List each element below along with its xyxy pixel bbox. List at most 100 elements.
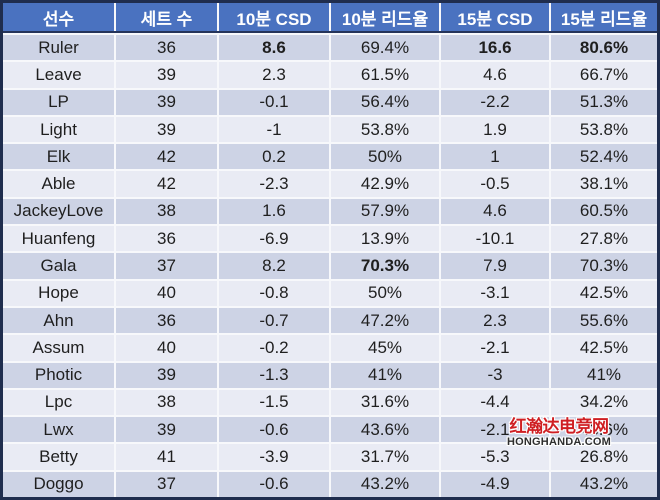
stat-cell: 4.6 (441, 62, 549, 88)
player-name-cell: Elk (3, 144, 114, 170)
player-name-cell: Assum (3, 335, 114, 361)
stat-cell: 39 (116, 362, 217, 388)
stat-cell: -1.3 (219, 362, 329, 388)
stat-cell: -0.1 (219, 89, 329, 115)
stat-cell: -3.1 (441, 280, 549, 306)
player-name-cell: Ruler (3, 35, 114, 61)
stat-cell: 42.9% (331, 171, 439, 197)
stat-cell: 40 (116, 280, 217, 306)
stat-cell: 38 (116, 198, 217, 225)
stat-cell: 41% (551, 362, 657, 388)
stat-cell: -0.5 (441, 171, 549, 197)
player-name-cell: Lpc (3, 389, 114, 416)
stat-cell: 42.5% (551, 335, 657, 361)
stat-cell: -2.1 (441, 335, 549, 361)
stat-cell: 42 (116, 171, 217, 197)
stat-cell: 39 (116, 62, 217, 88)
stat-cell: 41 (116, 444, 217, 470)
stat-cell: -0.8 (219, 280, 329, 306)
stat-cell: 42 (116, 144, 217, 170)
stat-cell: 1 (441, 144, 549, 170)
stat-cell: 26.8% (551, 444, 657, 470)
stat-cell: -4.4 (441, 389, 549, 416)
player-name-cell: Photic (3, 362, 114, 388)
column-header: 선수 (3, 3, 114, 31)
player-name-cell: Ahn (3, 307, 114, 334)
stat-cell: 60.5% (551, 198, 657, 225)
player-name-cell: Hope (3, 280, 114, 306)
player-name-cell: Leave (3, 62, 114, 88)
stat-cell: 43.2% (331, 471, 439, 497)
stat-cell: 38 (116, 389, 217, 416)
player-name-cell: JackeyLove (3, 198, 114, 225)
table-body: Ruler 36 8.6 69.4% 16.6 80.6% Leave 39 2.3 61.5% 4… (3, 33, 657, 497)
column-header: 10분 리드율 (331, 3, 439, 31)
column-header: 세트 수 (116, 3, 217, 31)
stat-cell: -5.3 (441, 444, 549, 470)
player-name-cell: Able (3, 171, 114, 197)
player-name-cell: Lwx (3, 417, 114, 443)
stat-cell: -0.2 (219, 335, 329, 361)
stat-cell: 43.6% (551, 417, 657, 443)
stat-cell: 16.6 (441, 35, 549, 61)
stat-cell: -3.9 (219, 444, 329, 470)
stat-cell: 36 (116, 226, 217, 252)
stat-cell: 36 (116, 307, 217, 334)
stat-cell: -2.3 (219, 171, 329, 197)
stat-cell: 34.2% (551, 389, 657, 416)
stat-cell: 38.1% (551, 171, 657, 197)
stat-cell: 69.4% (331, 35, 439, 61)
stat-cell: 52.4% (551, 144, 657, 170)
player-name-cell: Light (3, 116, 114, 143)
stat-cell: 47.2% (331, 307, 439, 334)
stat-cell: -3 (441, 362, 549, 388)
column-header: 15분 리드율 (551, 3, 657, 31)
stat-cell: -4.9 (441, 471, 549, 497)
stat-cell: 4.6 (441, 198, 549, 225)
stat-cell: 50% (331, 144, 439, 170)
stat-cell: 66.7% (551, 62, 657, 88)
stat-cell: 13.9% (331, 226, 439, 252)
stat-cell: -2.1 (441, 417, 549, 443)
stat-cell: 70.3% (551, 253, 657, 279)
stat-cell: -0.7 (219, 307, 329, 334)
stat-cell: 37 (116, 253, 217, 279)
stat-cell: 41% (331, 362, 439, 388)
stat-cell: 70.3% (331, 253, 439, 279)
stat-cell: 61.5% (331, 62, 439, 88)
stat-cell: 40 (116, 335, 217, 361)
stat-cell: -10.1 (441, 226, 549, 252)
column-header: 10분 CSD (219, 3, 329, 31)
stat-cell: 80.6% (551, 35, 657, 61)
stat-cell: 45% (331, 335, 439, 361)
stat-cell: 37 (116, 471, 217, 497)
stat-cell: 39 (116, 417, 217, 443)
stat-cell: 27.8% (551, 226, 657, 252)
stat-cell: 8.6 (219, 35, 329, 61)
stat-cell: -1.5 (219, 389, 329, 416)
stat-cell: 2.3 (219, 62, 329, 88)
player-name-cell: Doggo (3, 471, 114, 497)
stat-cell: 1.6 (219, 198, 329, 225)
stat-cell: 39 (116, 116, 217, 143)
stat-cell: -0.6 (219, 471, 329, 497)
stat-cell: 53.8% (331, 116, 439, 143)
player-name-cell: Huanfeng (3, 226, 114, 252)
stat-cell: 55.6% (551, 307, 657, 334)
stat-cell: 7.9 (441, 253, 549, 279)
stat-cell: 57.9% (331, 198, 439, 225)
stat-cell: -2.2 (441, 89, 549, 115)
stat-cell: -0.6 (219, 417, 329, 443)
stat-cell: 2.3 (441, 307, 549, 334)
stat-cell: -6.9 (219, 226, 329, 252)
stat-cell: 36 (116, 35, 217, 61)
stat-cell: -1 (219, 116, 329, 143)
stat-cell: 43.6% (331, 417, 439, 443)
stat-cell: 56.4% (331, 89, 439, 115)
player-name-cell: LP (3, 89, 114, 115)
stat-cell: 51.3% (551, 89, 657, 115)
player-name-cell: Gala (3, 253, 114, 279)
table-header-row: 선수 세트 수 10분 CSD 10분 리드율 15분 CSD 15분 리드율 (3, 3, 657, 33)
stat-cell: 31.7% (331, 444, 439, 470)
